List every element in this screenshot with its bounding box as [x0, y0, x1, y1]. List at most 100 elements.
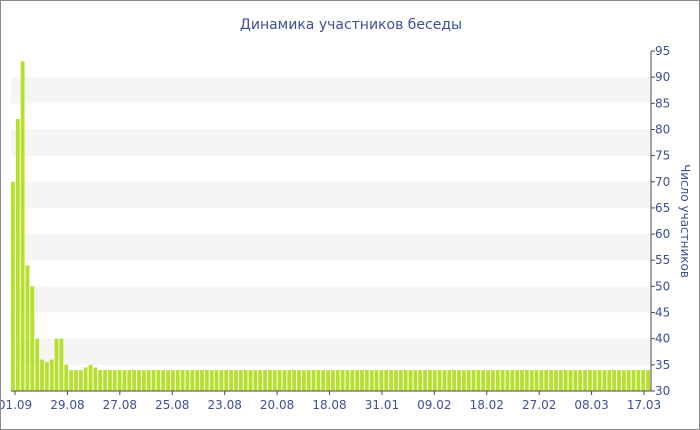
y-tick-label: 95	[655, 44, 670, 58]
bar	[602, 370, 607, 391]
x-tick-label: 27.08	[103, 398, 137, 412]
bar	[423, 370, 427, 391]
bar	[11, 181, 15, 391]
bar	[486, 370, 490, 391]
x-tick-label: 25.08	[155, 398, 189, 412]
bar	[112, 370, 117, 391]
bar	[297, 370, 301, 391]
bar	[476, 370, 481, 391]
x-tick-label: 29.08	[50, 398, 84, 412]
bar	[30, 286, 35, 391]
bar	[491, 370, 495, 391]
bar	[40, 359, 44, 391]
bar	[583, 370, 587, 391]
bar	[432, 370, 437, 391]
bar	[93, 367, 98, 391]
bar	[253, 370, 258, 391]
grid-band	[11, 129, 651, 156]
chart-title: Динамика участников беседы	[240, 17, 462, 33]
bar	[219, 370, 224, 391]
bar	[224, 370, 229, 391]
bar	[311, 370, 316, 391]
bar	[427, 370, 432, 391]
bar	[141, 370, 146, 391]
bar	[457, 370, 461, 391]
grid-band	[11, 77, 651, 104]
grid-band	[11, 286, 651, 313]
bar	[234, 370, 238, 391]
bar	[98, 370, 103, 391]
bar	[59, 338, 64, 391]
bar	[529, 370, 534, 391]
bar	[243, 370, 248, 391]
bar	[103, 370, 107, 391]
bar	[413, 370, 418, 391]
bar	[326, 370, 330, 391]
bar	[180, 370, 185, 391]
x-tick-label: 18.02	[470, 398, 504, 412]
bar	[500, 370, 505, 391]
bar	[641, 370, 646, 391]
grid-band	[11, 181, 651, 208]
bar	[539, 370, 544, 391]
bar	[563, 370, 568, 391]
bar	[350, 370, 355, 391]
bar	[374, 370, 379, 391]
y-tick-label: 90	[655, 70, 670, 84]
bar	[229, 370, 234, 391]
bar	[631, 370, 636, 391]
y-tick-labels: 30 35 40 45 50 55 60 65 70 75 80 85 90 95	[651, 44, 670, 398]
bar	[408, 370, 413, 391]
x-tick-label: 31.01	[365, 398, 399, 412]
bar	[617, 370, 621, 391]
x-tick-label: 20.08	[260, 398, 294, 412]
bar	[369, 370, 374, 391]
bar	[117, 370, 122, 391]
bar	[78, 370, 83, 391]
bar	[238, 370, 243, 391]
bar	[69, 370, 74, 391]
grid-bands	[11, 77, 651, 365]
x-tick-labels: 01.09 29.08 27.08 25.08 23.08 20.08 18.08 31.01…	[1, 391, 661, 412]
x-tick-label: 01.09	[1, 398, 32, 412]
y-tick-label: 75	[655, 149, 670, 163]
y-tick-label: 65	[655, 201, 670, 215]
grid-band	[11, 338, 651, 365]
bar	[636, 370, 641, 391]
bar	[214, 370, 219, 391]
bar	[49, 359, 54, 391]
bar	[626, 370, 631, 391]
bar	[340, 370, 345, 391]
bar	[258, 370, 263, 391]
bar	[558, 370, 563, 391]
bar	[282, 370, 287, 391]
bar	[442, 370, 447, 391]
bar	[204, 370, 209, 391]
y-tick-label: 80	[655, 122, 670, 136]
bar	[156, 370, 161, 391]
bar	[466, 370, 471, 391]
y-tick-label: 85	[655, 96, 670, 110]
bar	[471, 370, 476, 391]
y-tick-label: 35	[655, 358, 670, 372]
y-tick-label: 50	[655, 279, 670, 293]
bar	[185, 370, 190, 391]
bar	[554, 370, 558, 391]
y-tick-label: 45	[655, 306, 670, 320]
bar	[621, 370, 626, 391]
bar	[54, 338, 59, 391]
bar	[418, 370, 423, 391]
grid-band	[11, 234, 651, 261]
y-tick-label: 40	[655, 332, 670, 346]
bar	[146, 370, 151, 391]
bar	[573, 370, 578, 391]
bar	[389, 370, 394, 391]
bar	[544, 370, 549, 391]
y-tick-label: 55	[655, 253, 670, 267]
bar	[398, 370, 403, 391]
bar	[292, 370, 297, 391]
bar	[597, 370, 602, 391]
bar	[587, 370, 592, 391]
